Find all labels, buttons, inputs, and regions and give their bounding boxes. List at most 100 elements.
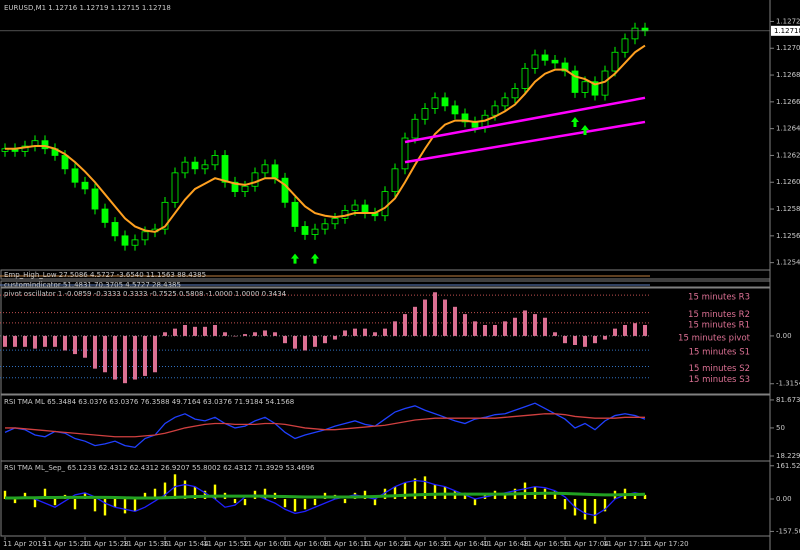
histogram-bar: [433, 484, 437, 499]
signal-arrow: [311, 253, 319, 264]
x-tick-label: 11 Apr 17:20: [643, 540, 689, 548]
histogram-bar: [23, 492, 27, 499]
histogram-bar: [53, 499, 57, 506]
histogram-bar: [3, 490, 7, 499]
histogram-bar: [393, 321, 397, 336]
level-label: 15 minutes S1: [689, 348, 750, 358]
histogram-bar: [593, 499, 597, 524]
candle-body: [291, 201, 299, 227]
candle-body: [121, 235, 129, 246]
histogram-bar: [33, 335, 37, 349]
x-tick-label: 11 Apr 15:44: [163, 540, 209, 548]
candle-body: [631, 27, 639, 40]
histogram-bar: [353, 328, 357, 336]
x-tick-label: 11 Apr 17:04: [563, 540, 609, 548]
histogram-bar: [473, 499, 477, 506]
histogram-bar: [13, 335, 17, 347]
candle-body: [111, 222, 119, 237]
histogram-bar: [183, 325, 187, 336]
candle-body: [131, 239, 139, 246]
candle-body: [161, 201, 169, 230]
histogram-bar: [3, 335, 7, 347]
candle-body: [231, 181, 239, 193]
histogram-bar: [173, 328, 177, 336]
histogram-bar: [383, 328, 387, 336]
histogram-bar: [263, 330, 267, 336]
x-tick-label: 11 Apr 15:52: [203, 540, 249, 548]
histogram-bar: [143, 335, 147, 376]
indicator-line: [5, 491, 646, 500]
candle-body: [611, 51, 619, 72]
histogram-bar: [413, 306, 417, 336]
histogram-bar: [633, 323, 637, 336]
histogram-bar: [503, 321, 507, 336]
histogram-bar: [263, 488, 267, 499]
histogram-bar: [43, 335, 47, 347]
candle-body: [551, 59, 559, 64]
y-tick-label: 1.12725: [776, 17, 800, 25]
histogram-bar: [153, 335, 157, 373]
histogram-bar: [323, 335, 327, 344]
histogram-bar: [403, 314, 407, 336]
trend-line: [404, 120, 646, 164]
candle-body: [331, 218, 339, 225]
y-tick-label: 1.12705: [776, 44, 800, 52]
candle-body: [451, 105, 459, 115]
histogram-bar: [153, 488, 157, 499]
candle-body: [101, 208, 109, 223]
candle-body: [381, 191, 389, 217]
candle-body: [351, 204, 359, 211]
indicator-label: Emp_High_Low 27.5086 4.5727 -3.6540 11.1…: [4, 271, 206, 279]
last-price-box: [771, 25, 800, 36]
x-tick-label: 11 Apr 16:32: [403, 540, 449, 548]
signal-arrow: [581, 124, 589, 135]
level-label: 15 minutes R2: [688, 310, 750, 320]
candle-body: [361, 204, 369, 214]
candle-body: [561, 62, 569, 72]
signal-arrow: [291, 253, 299, 264]
signal-arrow: [571, 116, 579, 127]
histogram-bar: [463, 492, 467, 499]
level-label: 15 minutes R1: [688, 320, 750, 330]
y-tick-label: 1.12605: [776, 178, 800, 186]
histogram-bar: [293, 335, 297, 349]
x-tick-label: 11 Apr 2019: [3, 540, 46, 548]
histogram-bar: [403, 482, 407, 499]
candle-body: [71, 168, 79, 183]
histogram-bar: [583, 499, 587, 520]
histogram-bar: [283, 335, 287, 344]
histogram-bar: [383, 488, 387, 499]
panel-border: [0, 269, 771, 280]
histogram-bar: [183, 480, 187, 499]
histogram-bar: [503, 492, 507, 499]
candle-body: [201, 164, 209, 170]
y-tick-label: 0.00: [776, 495, 792, 503]
candle-body: [511, 88, 519, 99]
candle-body: [421, 108, 429, 120]
candle-body: [411, 118, 419, 139]
histogram-bar: [113, 499, 117, 508]
candle-body: [81, 181, 89, 190]
trend-line: [404, 96, 646, 144]
x-tick-label: 11 Apr 15:28: [83, 540, 129, 548]
x-tick-label: 11 Apr 16:56: [523, 540, 569, 548]
histogram-bar: [613, 328, 617, 336]
indicator-line: [5, 413, 645, 438]
histogram-bar: [273, 332, 277, 336]
histogram-bar: [363, 328, 367, 336]
candle-body: [221, 155, 229, 183]
histogram-bar: [373, 332, 377, 336]
histogram-bar: [253, 332, 257, 336]
histogram-bar: [543, 317, 547, 336]
histogram-bar: [363, 490, 367, 499]
histogram-bar: [103, 335, 107, 373]
histogram-bar: [203, 326, 207, 336]
y-tick-label: 81.6734: [776, 396, 800, 404]
candle-body: [261, 164, 269, 174]
histogram-bar: [223, 332, 227, 336]
histogram-bar: [193, 326, 197, 336]
last-price-label: 1.12718: [774, 27, 800, 35]
histogram-bar: [213, 325, 217, 336]
histogram-bar: [63, 335, 67, 351]
